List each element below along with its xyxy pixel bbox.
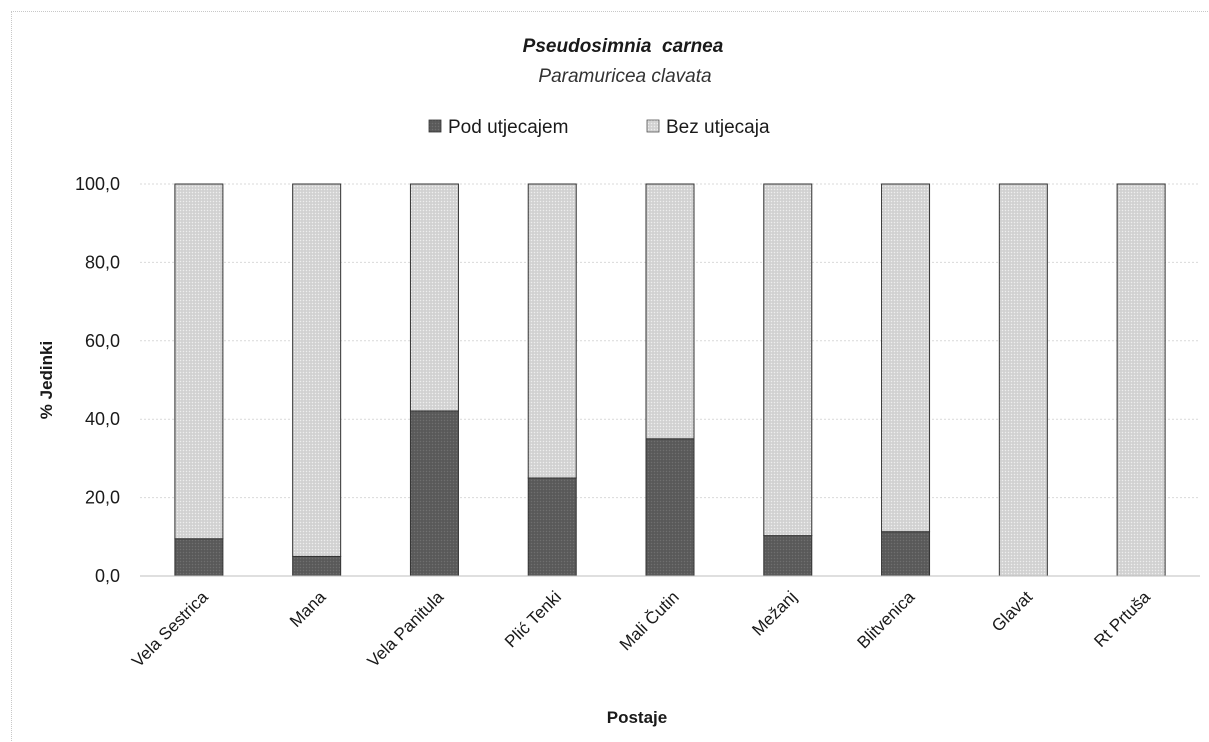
y-tick-label: 0,0 — [95, 566, 120, 586]
bar-segment — [174, 183, 224, 540]
y-tick-label: 20,0 — [85, 488, 120, 508]
bar-segment — [763, 535, 813, 577]
x-tick-label: Plić Tenki — [501, 587, 565, 651]
legend: Pod utjecajem Bez utjecaja — [428, 117, 770, 138]
bar-segment — [645, 438, 695, 577]
bar-segment — [527, 477, 577, 577]
y-tick-label: 40,0 — [85, 409, 120, 429]
legend-label-bez-utjecaja: Bez utjecaja — [666, 117, 770, 138]
bar-segment — [527, 183, 577, 479]
x-tick-label: Rt Prtuša — [1090, 587, 1154, 651]
bar-segment — [881, 531, 931, 577]
y-axis-title: % Jedinki — [37, 341, 56, 419]
bar-segment — [292, 183, 342, 557]
x-axis-ticks: Vela Sestrica Mana Vela Panitula Plić Tenki… — [128, 587, 1154, 671]
x-tick-label: Vela Sestrica — [128, 587, 212, 671]
legend-label-pod-utjecajem: Pod utjecajem — [448, 117, 568, 138]
y-tick-label: 60,0 — [85, 331, 120, 351]
bar-segment — [998, 183, 1048, 577]
chart-subtitle: Paramuricea clavata — [538, 66, 711, 87]
legend-swatch-bez-utjecaja — [646, 119, 660, 133]
x-tick-label: Mana — [286, 587, 330, 631]
y-tick-label: 80,0 — [85, 252, 120, 272]
chart-title: Pseudosimnia carnea — [523, 36, 724, 57]
x-tick-label: Blitvenica — [853, 587, 918, 652]
x-tick-label: Glavat — [988, 587, 1036, 635]
bar-segment — [763, 183, 813, 537]
bar-segment — [409, 183, 459, 412]
bar-segment — [174, 538, 224, 577]
chart-frame — [11, 11, 1208, 741]
x-tick-label: Mali Čutin — [616, 587, 683, 654]
x-axis-title: Postaje — [607, 708, 667, 727]
bar-segment — [409, 410, 459, 577]
bar-segment — [1116, 183, 1166, 577]
bars — [174, 183, 1166, 577]
y-tick-label: 100,0 — [75, 174, 120, 194]
legend-swatch-pod-utjecajem — [428, 119, 442, 133]
bar-segment — [881, 183, 931, 533]
bar-segment — [292, 555, 342, 577]
x-tick-label: Vela Panitula — [364, 587, 448, 671]
y-axis-ticks: 0,0 20,0 40,0 60,0 80,0 100,0 — [75, 174, 120, 586]
x-tick-label: Mežanj — [748, 587, 800, 639]
bar-segment — [645, 183, 695, 440]
